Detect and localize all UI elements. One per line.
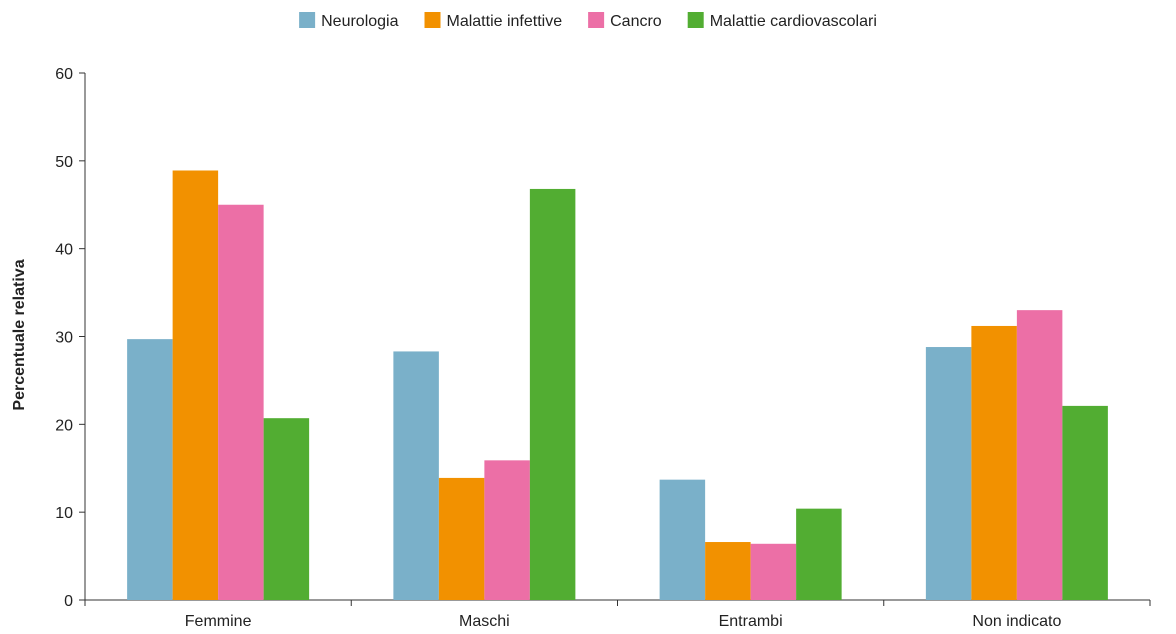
legend-label: Cancro <box>610 13 662 30</box>
y-tick-label: 60 <box>55 66 73 83</box>
bar <box>218 204 264 600</box>
bar <box>1016 310 1063 600</box>
legend-label: Neurologia <box>321 13 398 30</box>
bar <box>127 339 173 600</box>
bar <box>971 325 1017 600</box>
y-tick-label: 40 <box>55 242 73 259</box>
bar <box>796 508 842 600</box>
x-axis: Femmine Maschi Entrambi Non indicato <box>84 599 1151 630</box>
bar <box>705 542 751 600</box>
legend-swatch <box>424 12 441 28</box>
legend-swatch <box>687 12 704 28</box>
y-tick-label: 20 <box>55 417 73 434</box>
legend: Neurologia Malattie infettive Cancro Malatt… <box>299 12 877 30</box>
legend-swatch <box>299 12 316 28</box>
bar <box>263 418 310 600</box>
x-tick-label: Maschi <box>459 613 510 630</box>
bar <box>659 479 706 600</box>
x-tick-label: Entrambi <box>719 613 783 630</box>
y-tick-label: 30 <box>55 330 73 347</box>
x-tick-label: Femmine <box>185 613 252 630</box>
y-tick-label: 0 <box>64 593 73 610</box>
bar <box>172 170 219 600</box>
bar <box>1062 405 1108 600</box>
legend-label: Malattie cardiovascolari <box>710 13 877 30</box>
legend-label: Malattie infettive <box>447 13 563 30</box>
bar <box>393 351 439 600</box>
y-axis-title: Percentuale relativa <box>11 259 28 410</box>
y-axis: 0 10 20 30 40 50 60 <box>55 66 86 610</box>
legend-swatch <box>588 12 605 28</box>
bar <box>529 188 576 600</box>
y-tick-label: 50 <box>55 154 73 171</box>
y-tick-label: 10 <box>55 505 73 522</box>
bar <box>484 460 530 600</box>
bar <box>925 347 972 600</box>
x-tick-label: Non indicato <box>972 613 1061 630</box>
bar <box>750 543 797 600</box>
bar <box>438 477 485 600</box>
bars <box>127 170 1108 600</box>
